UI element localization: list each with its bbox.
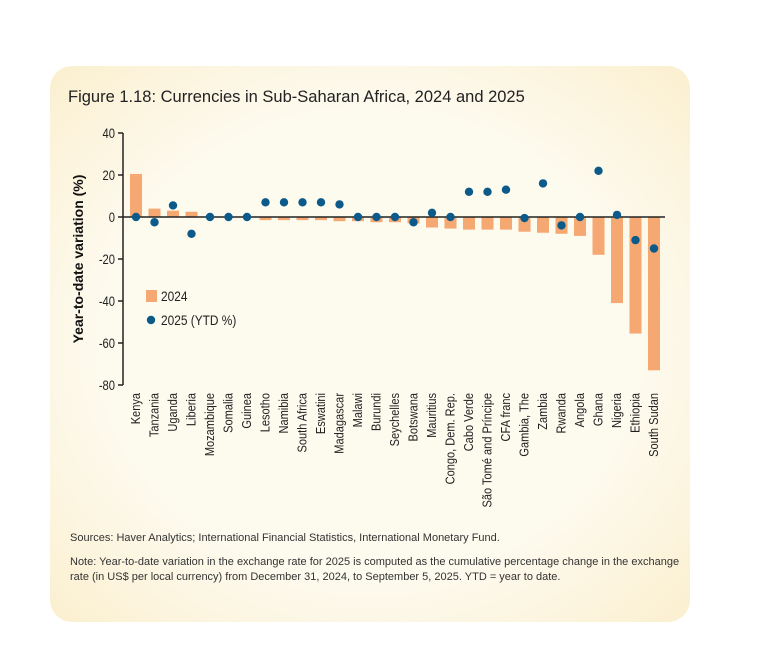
x-tick-label: Mozambique	[202, 393, 217, 456]
dot-2025	[409, 218, 418, 227]
x-tick-label: Liberia	[184, 393, 199, 426]
x-tick-label: Burundi	[369, 393, 384, 431]
dot-2025	[335, 200, 344, 209]
legend-label-2024: 2024	[161, 288, 187, 304]
dot-2025	[205, 212, 215, 222]
x-tick-label: Lesotho	[258, 393, 273, 433]
x-tick-label: South Africa	[295, 393, 310, 453]
x-tick-label: Gambia, The	[517, 393, 532, 457]
bar-2024	[537, 217, 549, 233]
x-tick-label: Nigeria	[609, 393, 624, 428]
y-tick-label: -20	[99, 252, 115, 267]
x-tick-label: Zambia	[535, 393, 550, 430]
y-tick-label: -40	[99, 294, 115, 309]
x-tick-label: Uganda	[165, 393, 180, 432]
dot-2025	[168, 201, 178, 210]
dot-2025	[187, 229, 196, 238]
bar-2024	[185, 211, 198, 217]
bar-2024	[130, 173, 142, 217]
x-tick-label: Congo, Dem. Rep.	[443, 393, 458, 484]
dot-2025	[631, 235, 640, 245]
bar-2024	[296, 217, 309, 221]
y-tick-label: -60	[99, 336, 115, 351]
dot-2025	[353, 212, 363, 222]
dot-2025	[575, 212, 585, 222]
dot-2025	[390, 212, 400, 222]
dot-2025	[427, 208, 437, 217]
x-tick-label: CFA franc	[498, 393, 513, 441]
dot-2025	[131, 212, 141, 222]
bar-2024	[611, 217, 623, 304]
x-tick-label: Cabo Verde	[461, 393, 476, 452]
legend-label-2025: 2025 (YTD %)	[161, 312, 236, 328]
dot-2025	[538, 179, 548, 188]
x-tick-label: Ethiopia	[628, 393, 643, 433]
dot-2025	[594, 166, 603, 175]
x-tick-label: Botswana	[406, 393, 421, 442]
bar-2024	[592, 217, 605, 255]
bar-2024	[444, 217, 457, 229]
bar-2024	[574, 217, 586, 236]
dot-2025	[557, 221, 566, 230]
x-tick-label: Seychelles	[387, 393, 402, 446]
dot-2025	[612, 210, 622, 220]
bar-2024	[167, 210, 179, 217]
dot-2025	[224, 212, 233, 222]
bar-2024	[148, 208, 161, 217]
sources-text: Sources: Haver Analytics; International …	[70, 532, 500, 544]
dot-2025	[501, 185, 511, 194]
x-tick-label: São Tomé and Príncipe	[480, 393, 495, 508]
dot-2025	[446, 212, 455, 222]
dot-2025	[261, 198, 270, 207]
x-tick-label: Angola	[572, 393, 587, 428]
dot-2025	[150, 218, 159, 227]
bar-2024	[648, 217, 660, 371]
bar-2024	[315, 217, 327, 221]
x-tick-label: Somalia	[221, 393, 236, 433]
y-tick-label: -80	[99, 378, 115, 393]
x-tick-label: Guinea	[239, 393, 254, 429]
dot-2025	[279, 198, 289, 207]
dot-2025	[464, 187, 474, 196]
dot-2025	[483, 187, 492, 196]
x-tick-label: Rwanda	[554, 393, 569, 434]
bar-2024	[333, 217, 346, 222]
figure-panel	[50, 66, 690, 622]
x-tick-label: Malawi	[350, 393, 365, 427]
y-tick-label: 40	[103, 126, 115, 141]
dot-2025	[242, 212, 252, 222]
dot-2025	[298, 198, 307, 207]
x-tick-label: Mauritius	[424, 393, 439, 438]
bar-2024	[629, 217, 642, 334]
legend-swatch-2024	[146, 290, 157, 302]
dot-2025	[316, 198, 326, 207]
bar-2024	[259, 217, 272, 221]
chart-title: Figure 1.18: Currencies in Sub-Saharan A…	[68, 88, 525, 106]
bar-2024	[500, 217, 512, 230]
y-tick-label: 0	[109, 210, 115, 225]
bar-2024	[278, 217, 290, 221]
legend-swatch-2025	[146, 315, 156, 325]
x-tick-label: Ghana	[591, 393, 606, 426]
x-tick-label: Tanzania	[147, 393, 162, 437]
x-tick-label: Madagascar	[332, 393, 347, 454]
dot-2025	[372, 212, 381, 222]
y-axis-label: Year-to-date variation (%)	[70, 175, 86, 344]
bar-2024	[481, 217, 494, 230]
x-tick-label: Kenya	[128, 393, 143, 425]
dot-2025	[520, 213, 529, 223]
bar-2024	[426, 217, 438, 228]
note-text: Note: Year-to-date variation in the exch…	[70, 556, 680, 583]
x-tick-label: Namibia	[276, 393, 291, 434]
x-tick-label: South Sudan	[646, 393, 661, 457]
dot-2025	[649, 244, 659, 253]
y-tick-label: 20	[103, 168, 115, 183]
bar-2024	[463, 217, 475, 230]
x-tick-label: Eswatini	[313, 393, 328, 434]
